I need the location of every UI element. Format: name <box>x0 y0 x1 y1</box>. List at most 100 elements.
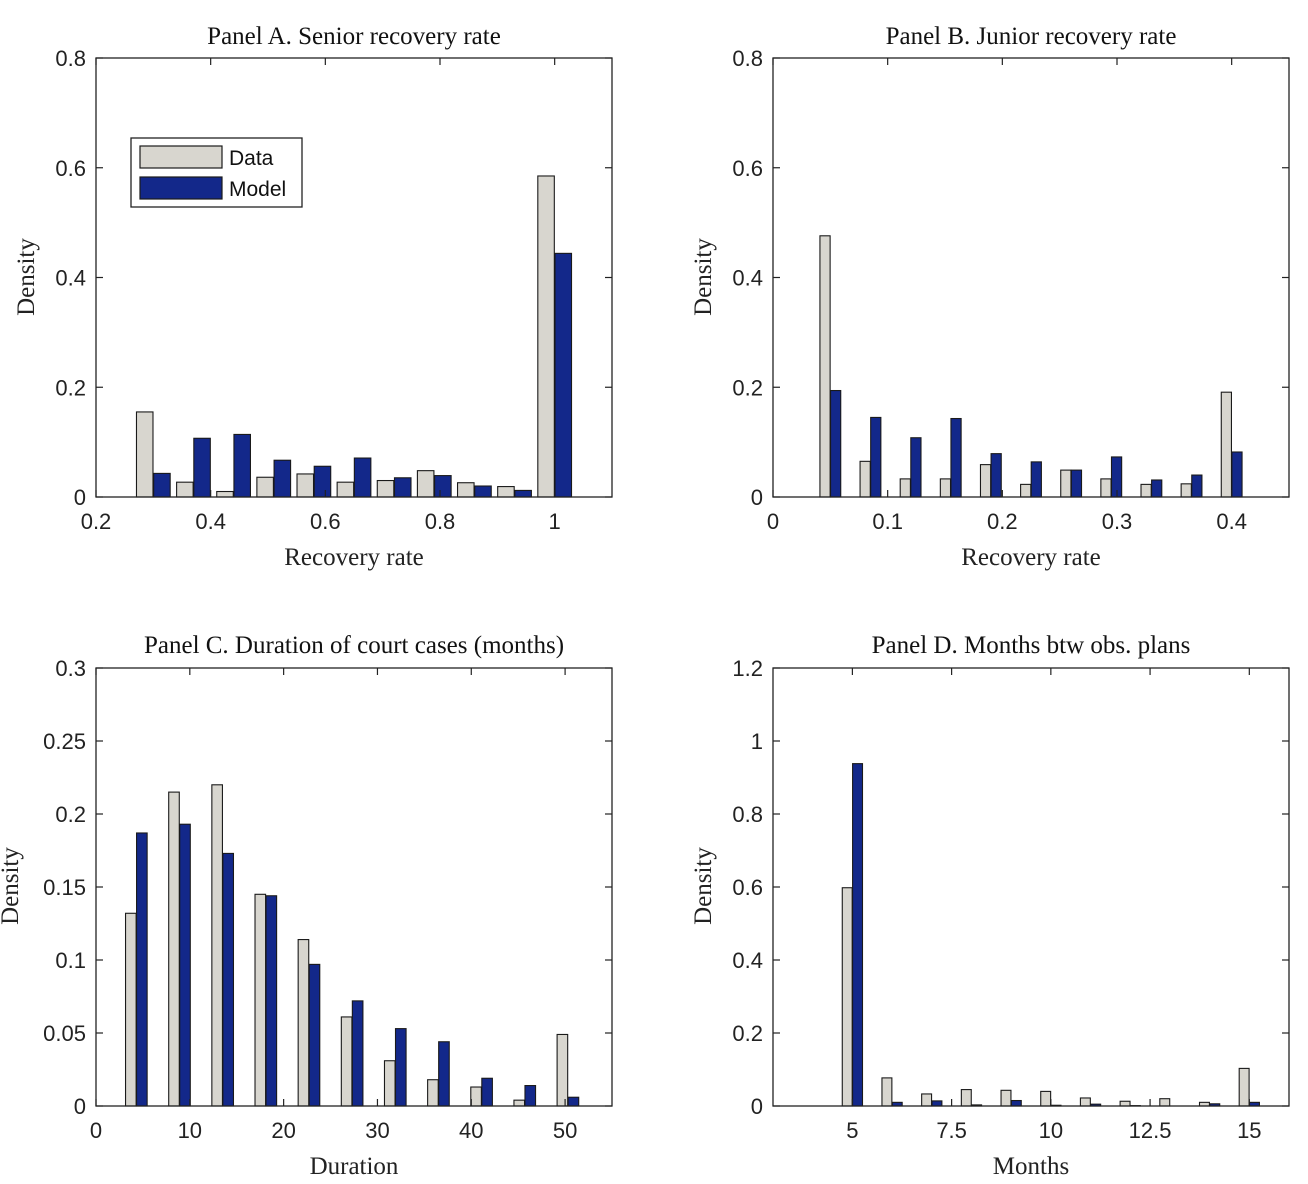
panel-c-bar-model <box>136 832 148 1107</box>
panel-a-bar-model <box>554 252 573 498</box>
panel-a-xtick-label: 0.2 <box>81 509 112 534</box>
panel-b-ytick-label: 0.6 <box>732 156 763 181</box>
panel-b-bar-model <box>950 417 962 498</box>
panel-a-bar-data <box>216 490 234 498</box>
panel-a-bar-data <box>376 479 395 498</box>
panel-b-bar-data <box>1180 483 1192 498</box>
panel-c-bar-model <box>265 895 278 1107</box>
panel-c-bar-model <box>179 823 191 1107</box>
panel-d-xtick-label: 15 <box>1237 1118 1261 1143</box>
panel-a-ylabel: Density <box>13 238 40 316</box>
panel-b-xtick-label: 0.2 <box>987 509 1018 534</box>
panel-a-ticks: 0.2 0.4 0.6 0.8 100.20.40.60.8 <box>55 46 612 534</box>
panel-c-bars <box>124 784 580 1107</box>
panel-c-bar-data <box>427 1079 439 1107</box>
panel-d-bars <box>841 763 1260 1107</box>
panel-b-bar-data <box>1100 478 1112 498</box>
panel-a-ytick-label: 0.8 <box>55 46 86 71</box>
panel-b-bar-data <box>1060 469 1072 498</box>
panel-d-xtick-label: 12.5 <box>1129 1118 1172 1143</box>
panel-c-xtick-label: 0 <box>90 1118 102 1143</box>
panel-c-xlabel: Duration <box>310 1153 399 1180</box>
panel-b-ytick-label: 0.4 <box>732 266 763 291</box>
panel-c-bar-data <box>297 939 310 1107</box>
panel-a-xtick-label: 1 <box>549 509 561 534</box>
panel-b-ytick-label: 0 <box>751 485 763 510</box>
panel-d-xtick-label: 5 <box>846 1118 858 1143</box>
panel-c-bar-data <box>124 912 137 1107</box>
panel-d-ytick-label: 0 <box>751 1094 763 1119</box>
panel-c-axes-frame <box>95 667 613 1107</box>
panel-a-title: Panel A. Senior recovery rate <box>207 23 501 50</box>
panel-b-bar-data <box>979 464 992 498</box>
panel-d-bar-data <box>1119 1100 1131 1107</box>
panel-d-bar-data <box>1159 1098 1171 1107</box>
panel-b-bar-model <box>1151 479 1163 498</box>
panel-b-bar-model <box>1070 469 1083 498</box>
panel-b-bar-data <box>1220 391 1233 498</box>
panel-b-title: Panel B. Junior recovery rate <box>886 23 1177 50</box>
panel-c-bar-model <box>567 1096 580 1107</box>
panel-d-bar-model <box>852 763 864 1107</box>
panel-c-ytick-label: 0.3 <box>55 656 86 681</box>
panel-d-ticks: 5 7.5 10 12.5 15 0 0.2 0.4 0.6 0.8 1 1.2 <box>732 656 1289 1143</box>
panel-c-ytick-label: 0 <box>74 1094 86 1119</box>
panel-a-senior-recovery-rate: Panel A. Senior recovery rate Recovery r… <box>13 23 613 571</box>
panel-a-bar-data <box>135 411 154 498</box>
panel-b-axes-frame <box>772 57 1290 498</box>
panel-a-bar-model <box>393 477 412 498</box>
panel-d-xtick-label: 7.5 <box>936 1118 967 1143</box>
panel-c-bar-model <box>394 1028 407 1107</box>
panel-b-xtick-label: 0 <box>767 509 779 534</box>
panel-c-xtick-label: 40 <box>459 1118 483 1143</box>
panel-a-bar-data <box>336 481 355 498</box>
panel-a-bar-model <box>193 437 211 498</box>
panel-c-bar-data <box>470 1086 482 1107</box>
panel-b-bar-model <box>870 416 882 498</box>
panel-a-bar-data <box>537 175 555 498</box>
panel-c-bar-model <box>351 1000 364 1107</box>
panel-d-ytick-label: 1.2 <box>732 656 763 681</box>
panel-d-axes-frame <box>772 667 1290 1107</box>
panel-d-bar-data <box>1079 1097 1091 1107</box>
panel-d-bar-data <box>881 1077 893 1107</box>
panel-c-bar-data <box>513 1099 526 1107</box>
legend-swatch-model <box>139 176 223 200</box>
panel-d-ylabel: Density <box>690 847 717 925</box>
panel-a-bar-model <box>514 489 532 498</box>
panel-b-bar-data <box>899 478 911 498</box>
panel-b-bar-model <box>829 389 842 498</box>
panel-a-bar-data <box>256 476 274 498</box>
panel-b-bar-data <box>939 478 952 498</box>
panel-d-ytick-label: 0.6 <box>732 875 763 900</box>
panel-c-bar-model <box>524 1085 537 1107</box>
panel-c-bar-data <box>211 784 223 1107</box>
panel-b-xtick-label: 0.1 <box>872 509 903 534</box>
panel-c-bar-data <box>383 1060 396 1107</box>
legend-label-data: Data <box>229 147 274 170</box>
panel-d-ytick-label: 0.8 <box>732 802 763 827</box>
panel-a-xtick-label: 0.6 <box>310 509 341 534</box>
panel-d-bar-data <box>841 887 853 1107</box>
panel-c-bar-model <box>308 963 321 1107</box>
panel-c-bar-model <box>222 852 235 1107</box>
panel-d-bar-model <box>931 1100 943 1107</box>
panel-b-xtick-label: 0.4 <box>1216 509 1247 534</box>
panel-d-ytick-label: 1 <box>751 729 763 754</box>
panel-c-bar-model <box>438 1041 450 1107</box>
panel-c-xtick-label: 10 <box>178 1118 202 1143</box>
panel-a-bar-data <box>497 486 515 498</box>
panel-a-bar-data <box>456 482 475 498</box>
legend-label-model: Model <box>229 178 286 201</box>
panel-c-duration-of-court-cases: Panel C. Duration of court cases (months… <box>0 632 613 1180</box>
panel-a-bar-model <box>233 433 252 498</box>
panel-a-bar-model <box>474 485 492 498</box>
panel-d-title: Panel D. Months btw obs. plans <box>872 632 1191 659</box>
legend-swatch-data <box>139 145 223 169</box>
panel-c-xtick-label: 20 <box>271 1118 295 1143</box>
panel-d-bar-data <box>1000 1089 1012 1107</box>
panel-a-xtick-label: 0.8 <box>425 509 456 534</box>
panel-c-ytick-label: 0.05 <box>43 1021 86 1046</box>
panel-d-bar-model <box>1010 1099 1022 1107</box>
